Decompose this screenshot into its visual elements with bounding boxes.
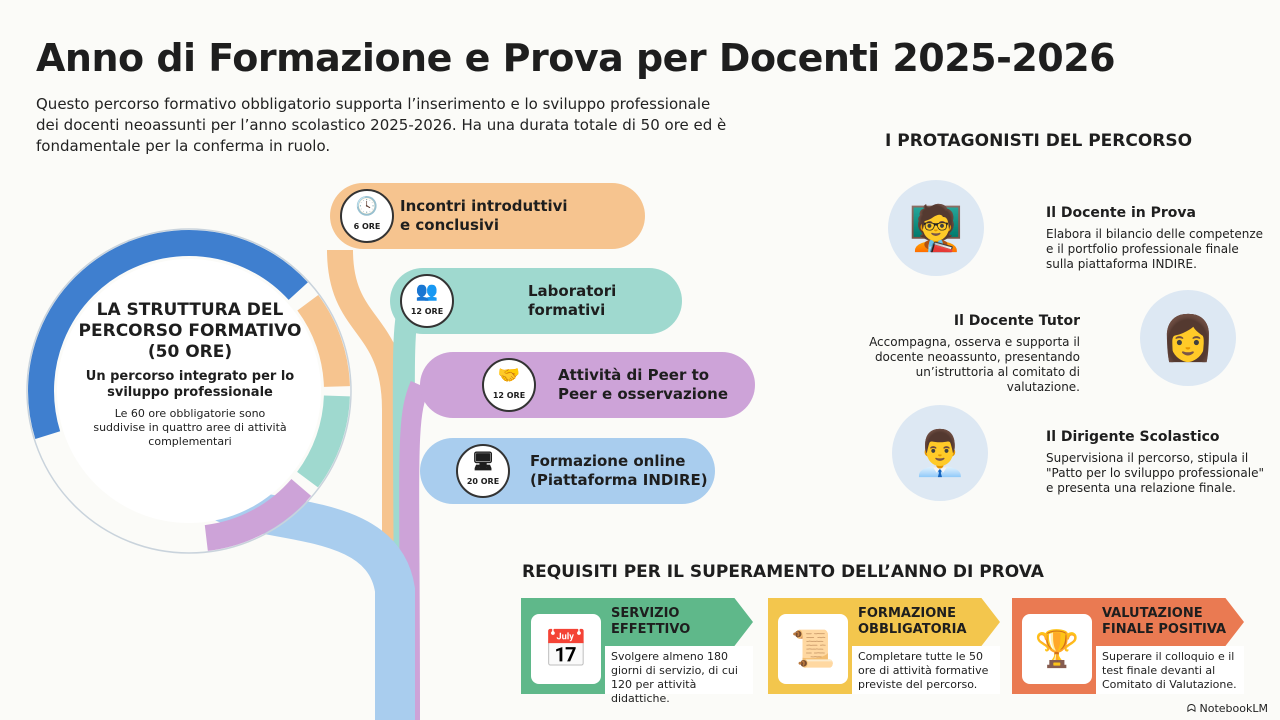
- requirement-0: 📅 SERVIZIO EFFETTIVO Svolgere almeno 180 g…: [521, 598, 753, 705]
- requirement-1: 📜 FORMAZIONE OBBLIGATORIA Completare tutte…: [768, 598, 1000, 694]
- activity-label: Formazione online (Piattaforma INDIRE): [530, 452, 708, 489]
- hours-label: 20 ORE: [466, 476, 500, 486]
- activity-branch-3: 🖥 20 ORE Formazione online (Piattaforma I…: [420, 438, 715, 504]
- req-desc: Svolgere almeno 180 giorni di servizio, …: [605, 646, 753, 705]
- role-0: Il Docente in Prova Elabora il bilancio d…: [1046, 206, 1266, 272]
- podium-icon: 🏆: [1022, 614, 1092, 684]
- activity-branch-0: 🕓 6 ORE Incontri introduttivi e conclusiv…: [330, 183, 645, 249]
- role-name: Il Docente Tutor: [953, 313, 1080, 329]
- teacher-in-trial-avatar: 🧑‍🏫: [888, 180, 984, 276]
- req-title: SERVIZIO EFFETTIVO: [611, 606, 691, 637]
- cloud-monitor-icon: 🖥: [471, 450, 495, 472]
- role-desc: Accompagna, osserva e supporta il docent…: [869, 335, 1080, 394]
- structure-note: Le 60 ore obbligatorie sono suddivise in…: [93, 407, 287, 448]
- structure-ring: [26, 228, 352, 554]
- intro-text: Questo percorso formativo obbligatorio s…: [36, 95, 727, 155]
- role-desc: Supervisiona il percorso, stipula il "Pa…: [1046, 451, 1265, 495]
- notebooklm-logo-icon: ᗣ: [1186, 702, 1200, 715]
- requirements-heading: REQUISITI PER IL SUPERAMENTO DELL’ANNO D…: [522, 562, 1044, 582]
- activity-branch-2: 🤝 12 ORE Attività di Peer to Peer e osser…: [420, 352, 755, 418]
- req-desc: Superare il colloquio e il test finale d…: [1096, 646, 1244, 694]
- requirement-2: 🏆 VALUTAZIONE FINALE POSITIVA Superare il …: [1012, 598, 1244, 694]
- activity-branch-1: 👥 12 ORE Laboratori formativi: [390, 268, 682, 334]
- principal-avatar: 👨‍💼: [892, 405, 988, 501]
- hours-label: 12 ORE: [492, 390, 526, 400]
- protagonists-heading: I PROTAGONISTI DEL PERCORSO: [885, 131, 1193, 151]
- req-title: VALUTAZIONE FINALE POSITIVA: [1102, 606, 1227, 637]
- tutor-avatar: 👩: [1140, 290, 1236, 386]
- certificate-icon: 📜: [778, 614, 848, 684]
- calendar-check-icon: 📅: [531, 614, 601, 684]
- role-1: Il Docente Tutor Accompagna, osserva e su…: [860, 314, 1080, 395]
- structure-summary: LA STRUTTURA DEL PERCORSO FORMATIVO (50 …: [70, 300, 310, 449]
- structure-title: LA STRUTTURA DEL PERCORSO FORMATIVO (50 …: [78, 300, 302, 362]
- page-title: Anno di Formazione e Prova per Docenti 2…: [36, 36, 1116, 80]
- activity-label: Incontri introduttivi e conclusivi: [400, 197, 568, 234]
- activity-label: Attività di Peer to Peer e osservazione: [558, 366, 729, 403]
- structure-subtitle: Un percorso integrato per lo sviluppo pr…: [85, 369, 295, 400]
- role-name: Il Docente in Prova: [1046, 205, 1196, 221]
- req-desc: Completare tutte le 50 ore di attività f…: [852, 646, 1000, 694]
- hours-label: 6 ORE: [353, 221, 381, 231]
- hours-label: 12 ORE: [410, 306, 444, 316]
- role-name: Il Dirigente Scolastico: [1046, 429, 1220, 445]
- presentation-icon: 👥: [415, 280, 439, 302]
- role-desc: Elabora il bilancio delle competenze e i…: [1046, 227, 1264, 271]
- notebooklm-watermark: ᗣ NotebookLM: [1187, 702, 1268, 716]
- peer-icon: 🤝: [497, 364, 521, 386]
- watermark-text: NotebookLM: [1199, 702, 1268, 715]
- clock-icon: 🕓: [355, 195, 379, 217]
- activity-label: Laboratori formativi: [528, 282, 617, 319]
- req-title: FORMAZIONE OBBLIGATORIA: [858, 606, 967, 637]
- role-2: Il Dirigente Scolastico Supervisiona il p…: [1046, 430, 1266, 496]
